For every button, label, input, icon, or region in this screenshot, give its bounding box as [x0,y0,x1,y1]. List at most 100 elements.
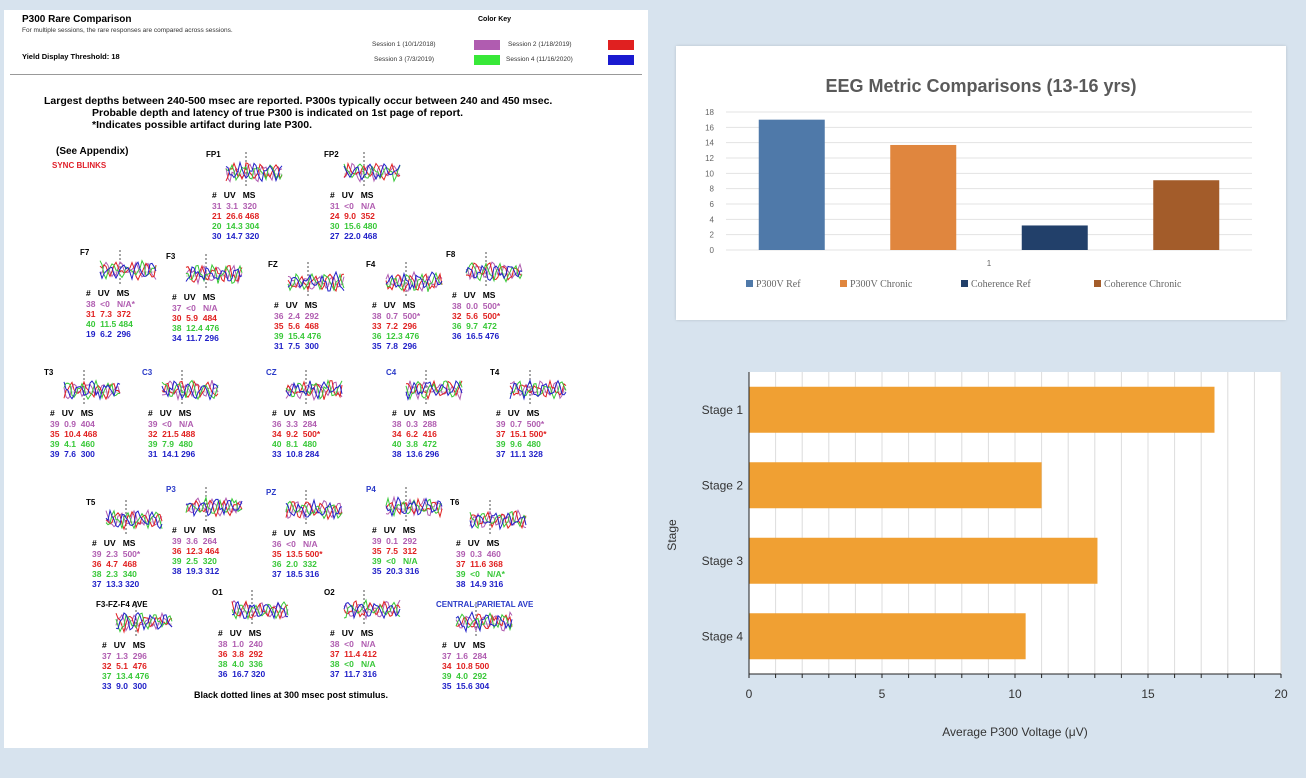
waveform-trace [105,509,163,530]
electrode-values: 39 0.3 460 37 11.6 368 39 <0 N/A* 38 14.9 3… [456,549,505,589]
session-1-row: 38 <0 N/A [330,639,376,649]
note-line-2: Probable depth and latency of true P300 … [92,107,464,119]
waveform-trace [185,498,243,518]
session-1-row: 31 3.1 320 [212,201,257,211]
electrode-label: F7 [80,248,90,257]
session-3-row: 39 9.6 480 [496,439,541,449]
y-tick-label: 18 [705,108,714,117]
electrode-table-header: # UV MS [274,300,318,310]
electrode-label: FP2 [324,150,339,159]
session-1-row: 39 0.9 404 [50,419,95,429]
session-4-row: 36 16.7 320 [218,669,266,679]
waveform-trace [185,264,243,286]
waveform-trace [115,611,173,632]
session-2-row: 30 5.9 484 [172,313,217,323]
session-2-row: 35 10.4 468 [50,429,98,439]
session-2-row: 36 3.8 292 [218,649,263,659]
session-1-row: 38 0.0 500* [452,301,501,311]
waveform-plot [285,490,343,524]
waveform-trace [287,272,345,292]
bar [749,613,1026,660]
waveform-trace [161,380,219,401]
session-4-row: 35 15.6 304 [442,681,490,691]
electrode-table-header: # UV MS [212,190,256,200]
waveform-trace [285,379,343,400]
electrode-label: T3 [44,368,54,377]
session-1-row: 37 <0 N/A [172,303,218,313]
note-line-1: Largest depths between 240-500 msec are … [44,95,553,107]
session-3-row: 38 12.4 476 [172,323,220,333]
y-tick-label: 2 [710,231,715,240]
electrode-label: PZ [266,488,277,497]
electrode-values: 39 0.9 404 35 10.4 468 39 4.1 460 39 7.6 30… [50,419,97,459]
y-axis-label: Stage [665,519,679,551]
stage-voltage-chart-panel: Stage 1 Stage 2 Stage 3 Stage 4 0 5 10 15 20 Av… [660,364,1300,748]
session-3-row: 38 4.0 336 [218,659,263,669]
electrode-label: CENTRAL-PARIETAL AVE [436,600,534,609]
legend-swatch [746,280,753,287]
session-3-row: 36 9.7 472 [452,321,497,331]
waveform-trace [115,612,173,633]
session-2-label: Session 2 (1/18/2019) [508,41,572,48]
session-1-row: 36 3.3 284 [272,419,317,429]
y-tick-label: 4 [710,215,715,224]
electrode-values: 39 2.3 500* 36 4.7 468 38 2.3 340 37 13.3 3… [92,549,140,589]
electrode-table-header: # UV MS [148,408,192,418]
waveform-plot [285,370,343,404]
waveform-trace [343,161,401,181]
waveform-trace [343,602,401,620]
waveform-trace [63,380,121,401]
waveform-trace [285,380,343,401]
session-3-row: 37 13.4 476 [102,671,150,681]
y-tick-label: 12 [705,154,714,163]
session-3-row: 40 8.1 480 [272,439,317,449]
session-1-label: Session 1 (10/1/2018) [372,41,436,48]
waveform-plot [465,252,523,286]
y-tick-label: 10 [705,169,714,178]
electrode-label: F3-FZ-F4 AVE [96,600,148,609]
session-1-row: 39 0.1 292 [372,536,417,546]
electrode-values: 39 3.6 264 36 12.3 464 39 2.5 320 38 19.3 3… [172,536,219,576]
bar [890,144,957,250]
session-2-row: 32 5.6 500* [452,311,501,321]
session-2-row: 34 10.8 500 [442,661,490,671]
electrode-label: FZ [268,260,278,269]
waveform-plot [385,487,443,521]
session-1-row: 39 <0 N/A [148,419,194,429]
y-tick-label: 14 [705,139,714,148]
waveform-trace [385,271,443,292]
electrode-label: P3 [166,485,176,494]
electrode-table-header: # UV MS [218,628,262,638]
session-2-swatch [608,40,634,50]
electrode-values: 31 <0 N/A 24 9.0 352 30 15.6 480 27 22.0 46… [330,201,377,241]
session-2-row: 34 9.2 500* [272,429,321,439]
waveform-trace [161,379,219,401]
waveform-plot [405,370,463,404]
waveform-trace [285,498,343,521]
session-1-row: 38 0.3 288 [392,419,437,429]
session-1-swatch [474,40,500,50]
electrode-values: 38 0.3 288 34 6.2 416 40 3.8 472 38 13.6 29… [392,419,439,459]
session-3-row: 40 3.8 472 [392,439,437,449]
waveform-plot [469,500,527,534]
p300-report-page: P300 Rare Comparison For multiple sessio… [4,10,648,748]
report-notes: Largest depths between 240-500 msec are … [44,95,634,131]
bar [749,462,1042,509]
session-4-row: 38 13.6 296 [392,449,440,459]
session-3-row: 39 2.5 320 [172,556,217,566]
electrode-label: CZ [266,368,277,377]
x-tick-label: 5 [879,687,886,701]
session-3-row: 20 14.3 304 [212,221,260,231]
session-2-row: 32 5.1 476 [102,661,147,671]
waveform-plot [99,250,157,284]
session-1-row: 36 2.4 292 [274,311,319,321]
session-3-row: 39 15.4 476 [274,331,322,341]
legend-label: P300V Chronic [850,279,913,290]
session-4-row: 39 7.6 300 [50,449,95,459]
waveform-trace [455,613,513,630]
electrode-values: 38 0.0 500* 32 5.6 500* 36 9.7 472 36 16.5 … [452,301,500,341]
bar [1153,180,1220,250]
electrode-values: 37 <0 N/A 30 5.9 484 38 12.4 476 34 11.7 29… [172,303,219,343]
session-2-row: 34 6.2 416 [392,429,437,439]
yield-threshold: Yield Display Threshold: 18 [22,52,120,61]
